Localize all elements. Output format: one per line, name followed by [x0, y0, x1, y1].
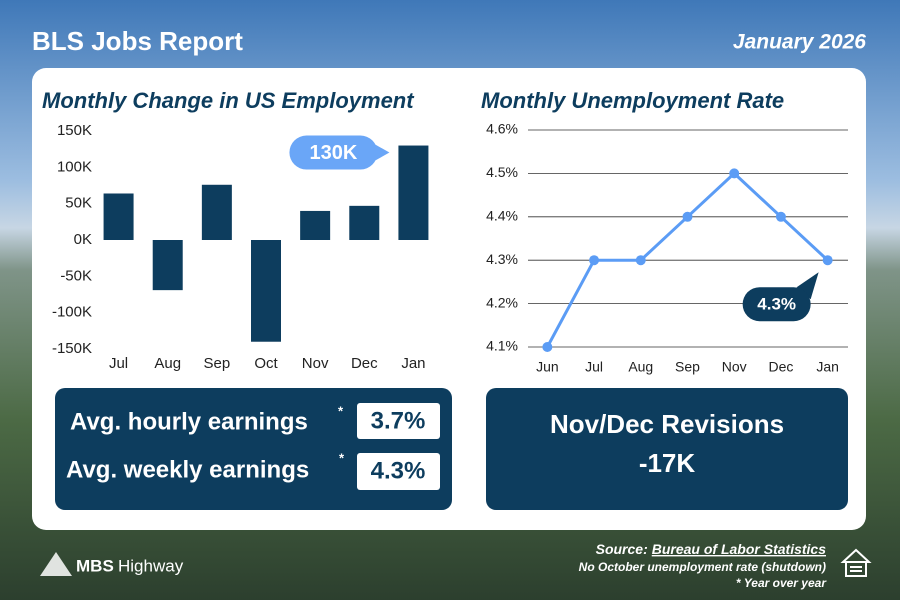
- point: [589, 255, 600, 266]
- y-tick-label: 100K: [57, 158, 92, 175]
- y-tick-label: 4.1%: [486, 338, 518, 354]
- callout-pointer: [796, 272, 819, 300]
- point: [635, 255, 646, 266]
- footnote: No October unemployment rate (shutdown): [579, 560, 826, 574]
- footnote: * Year over year: [736, 576, 827, 590]
- point: [822, 255, 833, 266]
- source-name: Bureau of Labor Statistics: [652, 541, 826, 557]
- page-title: BLS Jobs Report: [32, 26, 243, 56]
- x-tick-label: Jan: [816, 359, 839, 375]
- source-label: Source:: [596, 541, 648, 557]
- x-tick-label: Dec: [351, 355, 378, 372]
- value-label: 130K: [310, 142, 358, 164]
- revisions-value: -17K: [639, 448, 696, 478]
- callout: [742, 287, 811, 322]
- bar: [103, 193, 134, 240]
- y-tick-label: 150K: [57, 122, 92, 139]
- value-box: [357, 403, 440, 439]
- y-tick-label: -150K: [52, 340, 92, 357]
- brand-logo: MBS Highway: [40, 552, 184, 576]
- bar: [349, 205, 380, 240]
- x-tick-label: Jan: [401, 355, 425, 372]
- bar: [201, 184, 232, 240]
- point: [682, 211, 693, 222]
- y-tick-label: 4.2%: [486, 294, 518, 310]
- equal-housing-icon: [840, 548, 872, 577]
- y-tick-label: 4.4%: [486, 208, 518, 224]
- earnings-box: [55, 388, 452, 510]
- x-tick-label: Jul: [109, 355, 128, 372]
- y-tick-label: 4.3%: [486, 251, 518, 267]
- earnings-label: Avg. weekly earnings: [66, 456, 309, 483]
- y-tick-label: 4.5%: [486, 164, 518, 180]
- x-tick-label: Oct: [254, 355, 278, 372]
- value-label: 4.3%: [757, 295, 796, 314]
- logo-icon: [40, 552, 72, 576]
- y-tick-label: 4.6%: [486, 121, 518, 137]
- bar: [152, 240, 183, 291]
- bar: [251, 240, 281, 342]
- brand-name: MBS: [76, 556, 114, 575]
- earnings-label: Avg. hourly earnings: [70, 408, 308, 435]
- bar: [300, 210, 331, 240]
- y-tick-label: -50K: [60, 267, 92, 284]
- bar: [398, 145, 429, 240]
- point: [775, 211, 786, 222]
- point: [542, 342, 553, 352]
- x-tick-label: Sep: [675, 359, 700, 375]
- x-tick-label: Nov: [302, 355, 329, 372]
- x-tick-label: Dec: [768, 359, 793, 375]
- x-tick-label: Sep: [204, 355, 231, 372]
- report-date: January 2026: [733, 31, 866, 54]
- x-tick-label: Aug: [628, 359, 653, 375]
- revisions-label: Nov/Dec Revisions: [550, 409, 784, 439]
- x-tick-label: Nov: [722, 359, 747, 375]
- callout-pointer: [373, 143, 390, 162]
- x-tick-label: Aug: [154, 355, 181, 372]
- x-tick-label: Jun: [536, 359, 559, 375]
- brand-name: Highway: [118, 556, 184, 575]
- y-tick-label: 0K: [74, 231, 92, 248]
- callout: [289, 135, 378, 170]
- source: Source: Bureau of Labor Statistics: [596, 541, 827, 557]
- point: [729, 168, 740, 179]
- y-tick-label: 50K: [65, 195, 92, 212]
- value-box: [357, 453, 440, 490]
- chart-title: Monthly Unemployment Rate: [481, 88, 784, 113]
- earnings-value: 3.7%: [371, 407, 426, 434]
- earnings-value: 4.3%: [371, 457, 426, 484]
- revisions-box: [486, 388, 848, 510]
- footnote-mark: *: [338, 403, 344, 418]
- y-tick-label: -100K: [52, 304, 92, 321]
- chart-title: Monthly Change in US Employment: [42, 88, 415, 113]
- x-tick-label: Jul: [585, 359, 603, 375]
- footnote-mark: *: [339, 450, 345, 465]
